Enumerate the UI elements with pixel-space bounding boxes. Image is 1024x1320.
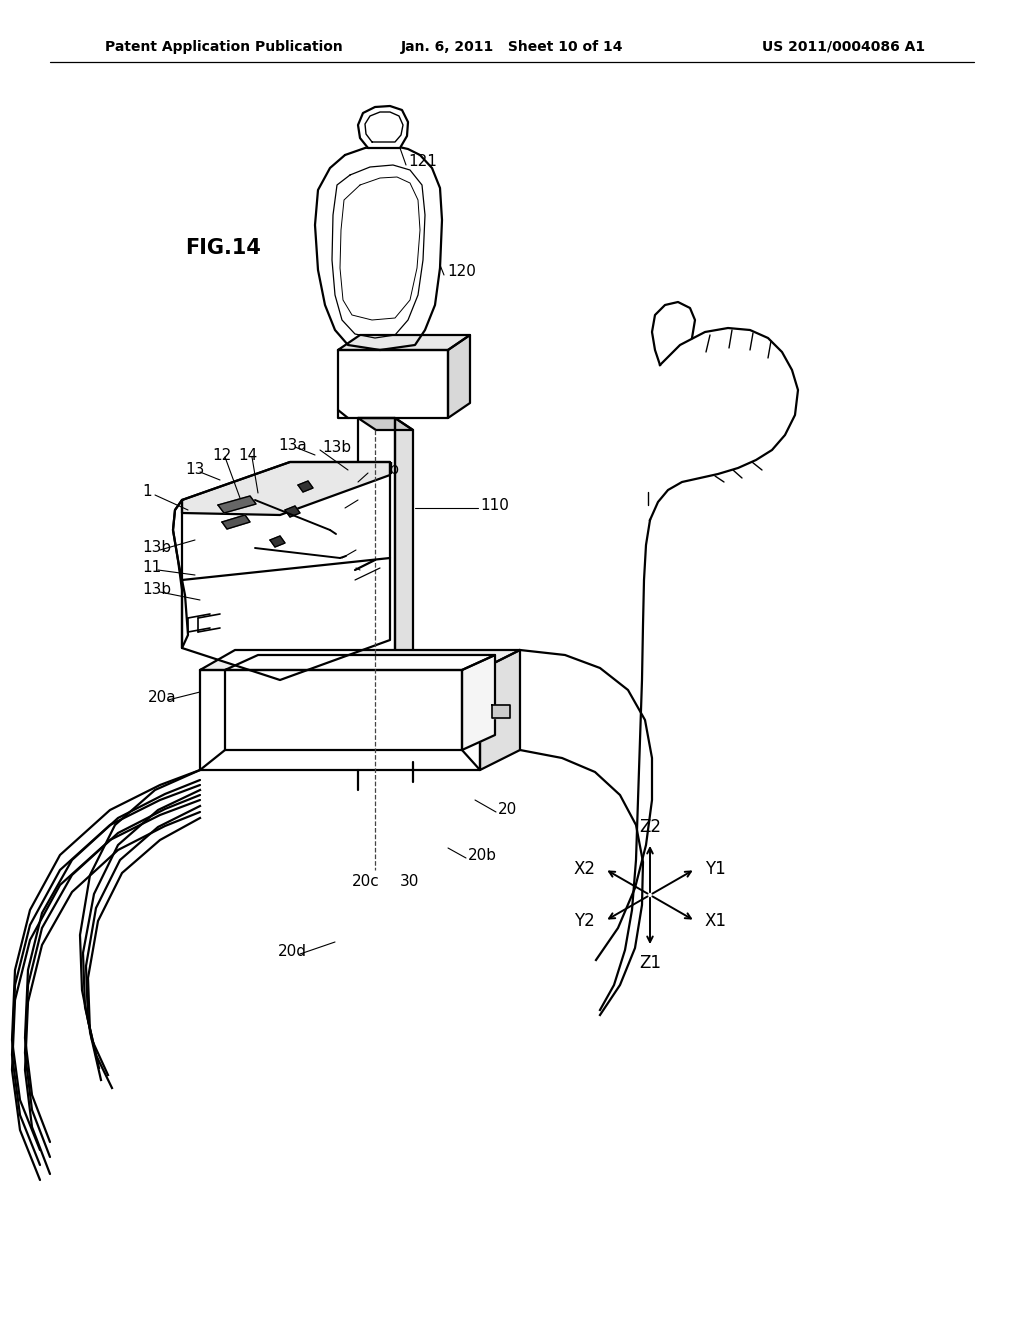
Text: 20: 20: [498, 803, 517, 817]
Polygon shape: [225, 671, 462, 750]
Text: 20c: 20c: [352, 874, 380, 890]
Text: 20d: 20d: [278, 945, 307, 960]
Text: Jan. 6, 2011   Sheet 10 of 14: Jan. 6, 2011 Sheet 10 of 14: [400, 40, 624, 54]
Text: X2: X2: [573, 861, 596, 878]
Polygon shape: [338, 335, 470, 350]
Polygon shape: [270, 536, 285, 546]
Text: Z1: Z1: [639, 954, 662, 972]
Polygon shape: [222, 515, 250, 529]
Polygon shape: [200, 671, 480, 770]
Polygon shape: [315, 145, 442, 350]
Text: 30: 30: [400, 874, 420, 890]
Polygon shape: [338, 350, 449, 418]
Text: Z2: Z2: [639, 818, 662, 836]
Text: 12: 12: [212, 447, 231, 462]
Text: US 2011/0004086 A1: US 2011/0004086 A1: [762, 40, 925, 54]
Text: X1: X1: [705, 912, 726, 931]
Text: 121: 121: [408, 154, 437, 169]
Polygon shape: [480, 649, 520, 770]
Text: Y2: Y2: [574, 912, 595, 931]
Text: 13a: 13a: [358, 540, 387, 556]
Text: 13b: 13b: [142, 582, 171, 598]
Polygon shape: [492, 705, 510, 718]
Text: 15: 15: [358, 557, 377, 573]
Polygon shape: [358, 418, 395, 680]
Polygon shape: [200, 649, 520, 671]
Polygon shape: [285, 506, 300, 517]
Polygon shape: [462, 655, 495, 750]
Text: 13b: 13b: [370, 462, 399, 478]
Polygon shape: [358, 418, 413, 430]
Polygon shape: [182, 462, 390, 515]
Polygon shape: [218, 496, 256, 513]
Text: 13: 13: [185, 462, 205, 478]
Text: Patent Application Publication: Patent Application Publication: [105, 40, 343, 54]
Text: 14: 14: [238, 447, 257, 462]
Text: 11: 11: [142, 561, 161, 576]
Text: 20b: 20b: [468, 847, 497, 862]
Polygon shape: [225, 655, 495, 671]
Polygon shape: [449, 335, 470, 418]
Text: 120: 120: [447, 264, 476, 280]
Polygon shape: [358, 106, 408, 148]
Text: FIG.14: FIG.14: [185, 238, 261, 257]
Text: 20a: 20a: [148, 690, 176, 705]
Text: 10: 10: [360, 491, 379, 506]
Polygon shape: [298, 480, 313, 492]
Polygon shape: [395, 418, 413, 692]
Text: 13b: 13b: [322, 441, 351, 455]
Text: 13a: 13a: [278, 437, 307, 453]
Text: 1: 1: [142, 484, 152, 499]
Text: 13b: 13b: [142, 540, 171, 556]
Polygon shape: [182, 462, 390, 680]
Text: Y1: Y1: [705, 861, 726, 878]
Text: 110: 110: [480, 498, 509, 512]
